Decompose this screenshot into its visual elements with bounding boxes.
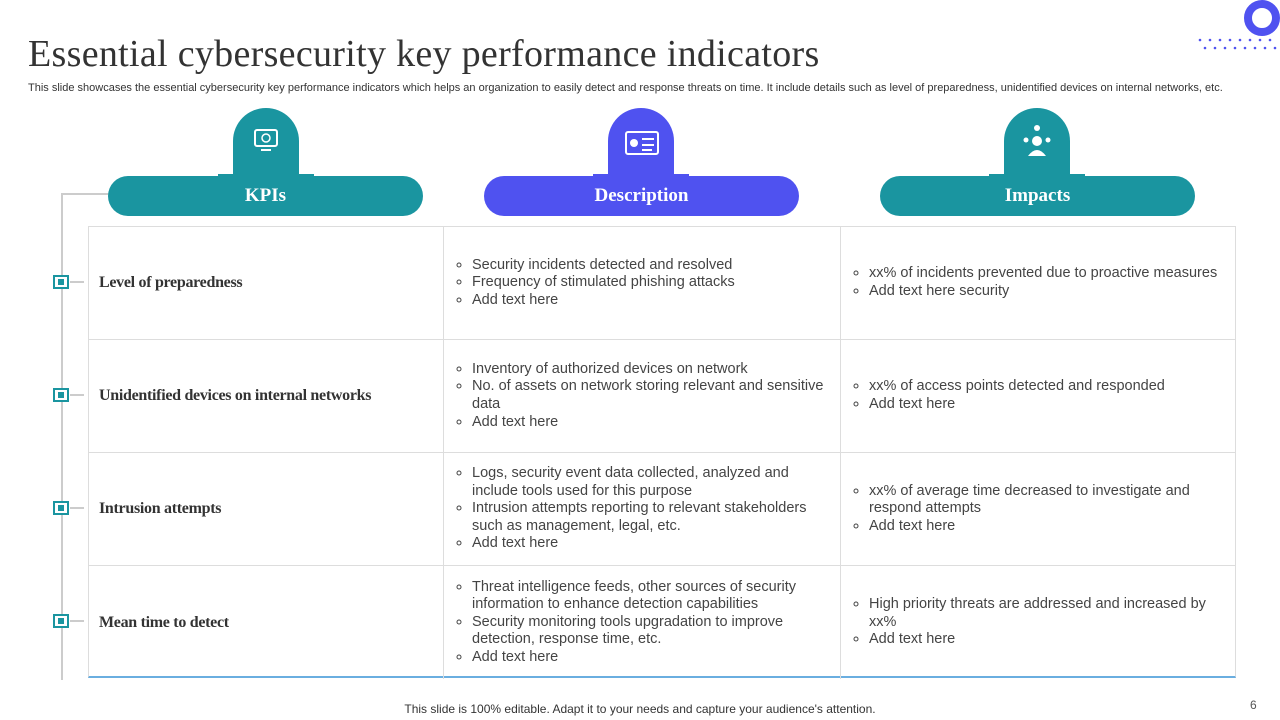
kpi-cell: Unidentified devices on internal network… <box>89 340 444 452</box>
kpi-cell: Level of preparedness <box>89 227 444 339</box>
table-row: Mean time to detect Threat intelligence f… <box>89 566 1235 679</box>
bullet-list: xx% of incidents prevented due to proact… <box>841 265 1217 300</box>
subtitle: This slide showcases the essential cyber… <box>28 82 1223 94</box>
footer-note: This slide is 100% editable. Adapt it to… <box>404 702 876 716</box>
bullet-list: High priority threats are addressed and … <box>841 596 1227 649</box>
bullet-list: Security incidents detected and resolved… <box>444 257 735 310</box>
bullet-item: Add text here <box>869 396 1165 414</box>
tab-base <box>218 174 314 176</box>
bullet-item: High priority threats are addressed and … <box>869 596 1227 631</box>
column-header: Description <box>484 176 799 216</box>
impacts-cell: High priority threats are addressed and … <box>841 566 1235 679</box>
marker-arrow <box>70 394 84 396</box>
icon <box>625 131 659 155</box>
bullet-item: Security incidents detected and resolved <box>472 257 735 275</box>
bullet-item: Add text here <box>869 631 1227 649</box>
table: Level of preparednessSecurity incidents … <box>88 226 1236 679</box>
description-cell: Security incidents detected and resolved… <box>444 227 841 339</box>
bullet-item: Add text here <box>869 518 1227 536</box>
icon <box>1023 125 1051 156</box>
bullet-item: Logs, security event data collected, ana… <box>472 465 832 500</box>
tab-base <box>593 174 689 176</box>
bullet-item: Intrusion attempts reporting to relevant… <box>472 500 832 535</box>
page-number: 6 <box>1250 698 1257 712</box>
connector <box>61 193 63 680</box>
header-tab <box>1004 108 1070 176</box>
description-cell: Threat intelligence feeds, other sources… <box>444 566 841 679</box>
bullet-item: xx% of incidents prevented due to proact… <box>869 265 1217 283</box>
marker <box>53 501 69 515</box>
bullet-item: Security monitoring tools upgradation to… <box>472 614 832 649</box>
kpi-cell: Mean time to detect <box>89 566 444 679</box>
marker-arrow <box>70 281 84 283</box>
bullet-item: Inventory of authorized devices on netwo… <box>472 361 832 379</box>
bullet-list: Logs, security event data collected, ana… <box>444 465 832 553</box>
icon <box>254 129 278 151</box>
impacts-cell: xx% of incidents prevented due to proact… <box>841 227 1235 339</box>
impacts-cell: xx% of average time decreased to investi… <box>841 453 1235 565</box>
kpi-cell: Intrusion attempts <box>89 453 444 565</box>
column-header: KPIs <box>108 176 423 216</box>
table-row: Unidentified devices on internal network… <box>89 340 1235 453</box>
bullet-item: Add text here <box>472 414 832 432</box>
bullet-item: Frequency of stimulated phishing attacks <box>472 274 735 292</box>
decoration <box>1198 0 1280 50</box>
marker <box>53 388 69 402</box>
bullet-item: No. of assets on network storing relevan… <box>472 378 832 413</box>
bullet-item: xx% of access points detected and respon… <box>869 378 1165 396</box>
bullet-list: Threat intelligence feeds, other sources… <box>444 579 832 667</box>
marker <box>53 275 69 289</box>
column-header: Impacts <box>880 176 1195 216</box>
table-row: Level of preparednessSecurity incidents … <box>89 227 1235 340</box>
bullet-item: Add text here security <box>869 283 1217 301</box>
impacts-cell: xx% of access points detected and respon… <box>841 340 1235 452</box>
description-cell: Logs, security event data collected, ana… <box>444 453 841 565</box>
table-row: Intrusion attempts Logs, security event d… <box>89 453 1235 566</box>
header-tab <box>233 108 299 176</box>
marker <box>53 614 69 628</box>
bullet-list: xx% of average time decreased to investi… <box>841 483 1227 536</box>
bullet-item: xx% of average time decreased to investi… <box>869 483 1227 518</box>
bullet-list: Inventory of authorized devices on netwo… <box>444 361 832 431</box>
bullet-item: Add text here <box>472 649 832 667</box>
header-tab <box>608 108 674 176</box>
tab-base <box>989 174 1085 176</box>
bullet-item: Add text here <box>472 292 735 310</box>
bullet-list: xx% of access points detected and respon… <box>841 378 1165 413</box>
description-cell: Inventory of authorized devices on netwo… <box>444 340 841 452</box>
connector <box>61 193 109 195</box>
marker-arrow <box>70 620 84 622</box>
bullet-item: Threat intelligence feeds, other sources… <box>472 579 832 614</box>
marker-arrow <box>70 507 84 509</box>
bullet-item: Add text here <box>472 535 832 553</box>
title: Essential cybersecurity key performance … <box>28 33 820 75</box>
